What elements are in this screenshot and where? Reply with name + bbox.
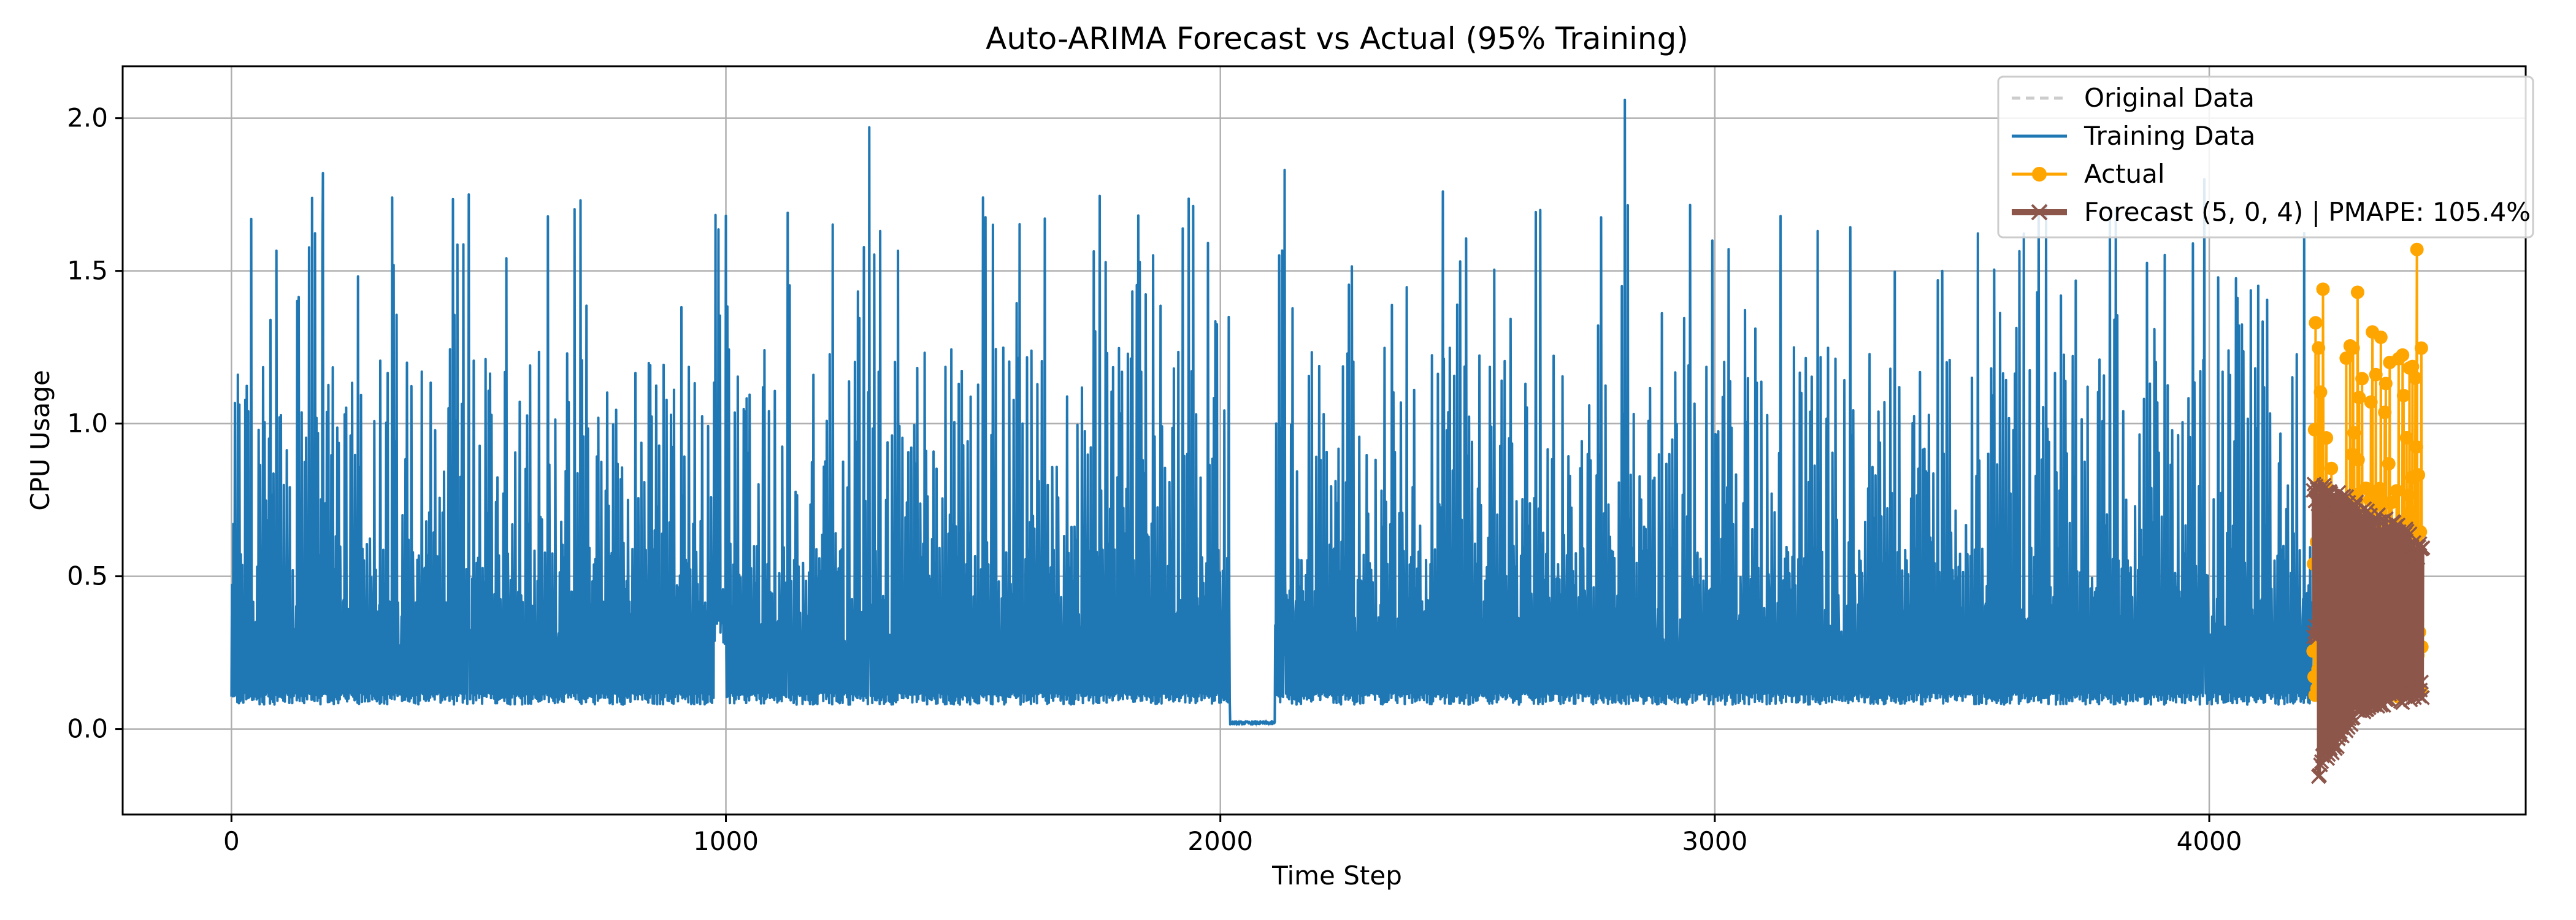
x-axis: 0 1000 2000 3000 4000 <box>223 815 2242 856</box>
actual-point <box>2410 242 2424 256</box>
actual-point <box>2309 316 2323 330</box>
legend-item-forecast: Forecast (5, 0, 4) | PMAPE: 105.4% <box>2012 197 2531 227</box>
legend: Original Data Training Data Actual Forec… <box>1997 75 2534 239</box>
legend-box <box>1997 75 2534 239</box>
plot-area <box>230 98 2431 784</box>
actual-point <box>2355 372 2369 386</box>
y-axis-label: CPU Usage <box>25 370 55 511</box>
actual-point <box>2396 388 2410 402</box>
legend-label-forecast: Forecast (5, 0, 4) | PMAPE: 105.4% <box>2084 197 2531 227</box>
actual-point <box>2390 484 2404 498</box>
plot-frame <box>121 65 2527 816</box>
x-tick-label: 0 <box>223 826 240 856</box>
actual-point <box>2347 426 2361 440</box>
legend-item-original: Original Data <box>2012 83 2255 113</box>
actual-point <box>2351 453 2365 467</box>
actual-point <box>2405 359 2420 374</box>
y-tick-label: 1.5 <box>67 256 108 286</box>
series-training-data <box>230 98 2313 726</box>
x-tick-label: 2000 <box>1187 826 1253 856</box>
actual-point <box>2339 351 2353 365</box>
legend-item-actual: Actual <box>2012 159 2165 189</box>
legend-label-original: Original Data <box>2084 83 2255 113</box>
y-tick-label: 1.0 <box>67 408 108 439</box>
actual-point <box>2312 341 2326 355</box>
legend-item-training: Training Data <box>2012 121 2255 151</box>
x-tick-label: 1000 <box>693 826 759 856</box>
actual-point <box>2369 367 2383 381</box>
actual-point <box>2374 330 2388 344</box>
actual-point <box>2364 395 2378 409</box>
actual-point <box>2373 481 2387 496</box>
forecast-point <box>2413 674 2429 690</box>
y-tick-label: 0.5 <box>67 561 108 591</box>
forecast-point <box>2310 629 2325 645</box>
forecast-point <box>2415 690 2430 705</box>
legend-label-training: Training Data <box>2083 121 2255 151</box>
actual-point <box>2346 341 2360 355</box>
actual-point <box>2414 341 2428 355</box>
actual-point <box>2320 431 2334 445</box>
actual-point <box>2409 371 2423 385</box>
actual-point <box>2316 282 2330 296</box>
actual-point <box>2409 440 2423 454</box>
actual-point <box>2404 505 2418 519</box>
y-tick-label: 0.0 <box>67 714 108 744</box>
series-forecast-markers <box>2306 477 2431 784</box>
x-tick-label: 3000 <box>1682 826 1747 856</box>
actual-point <box>2382 457 2396 471</box>
actual-point <box>2385 496 2399 510</box>
y-tick-label: 2.0 <box>67 103 108 133</box>
forecast-point <box>2415 540 2431 556</box>
forecast-point <box>2410 683 2425 699</box>
actual-point <box>2399 431 2413 445</box>
actual-point <box>2313 385 2328 399</box>
actual-point <box>2396 348 2410 362</box>
actual-point <box>2412 468 2426 482</box>
actual-point <box>2378 405 2392 420</box>
x-axis-label: Time Step <box>1271 861 1402 891</box>
actual-point <box>2413 525 2428 539</box>
y-axis: 0.0 0.5 1.0 1.5 2.0 <box>67 103 123 744</box>
actual-point <box>2379 377 2393 391</box>
chart-title: Auto-ARIMA Forecast vs Actual (95% Train… <box>986 21 1689 56</box>
actual-point <box>2307 423 2321 437</box>
actual-point <box>2350 285 2364 299</box>
x-tick-label: 4000 <box>2177 826 2242 856</box>
actual-point <box>2352 391 2366 405</box>
actual-point <box>2401 488 2415 502</box>
legend-label-actual: Actual <box>2084 159 2165 189</box>
actual-point <box>2325 461 2339 475</box>
